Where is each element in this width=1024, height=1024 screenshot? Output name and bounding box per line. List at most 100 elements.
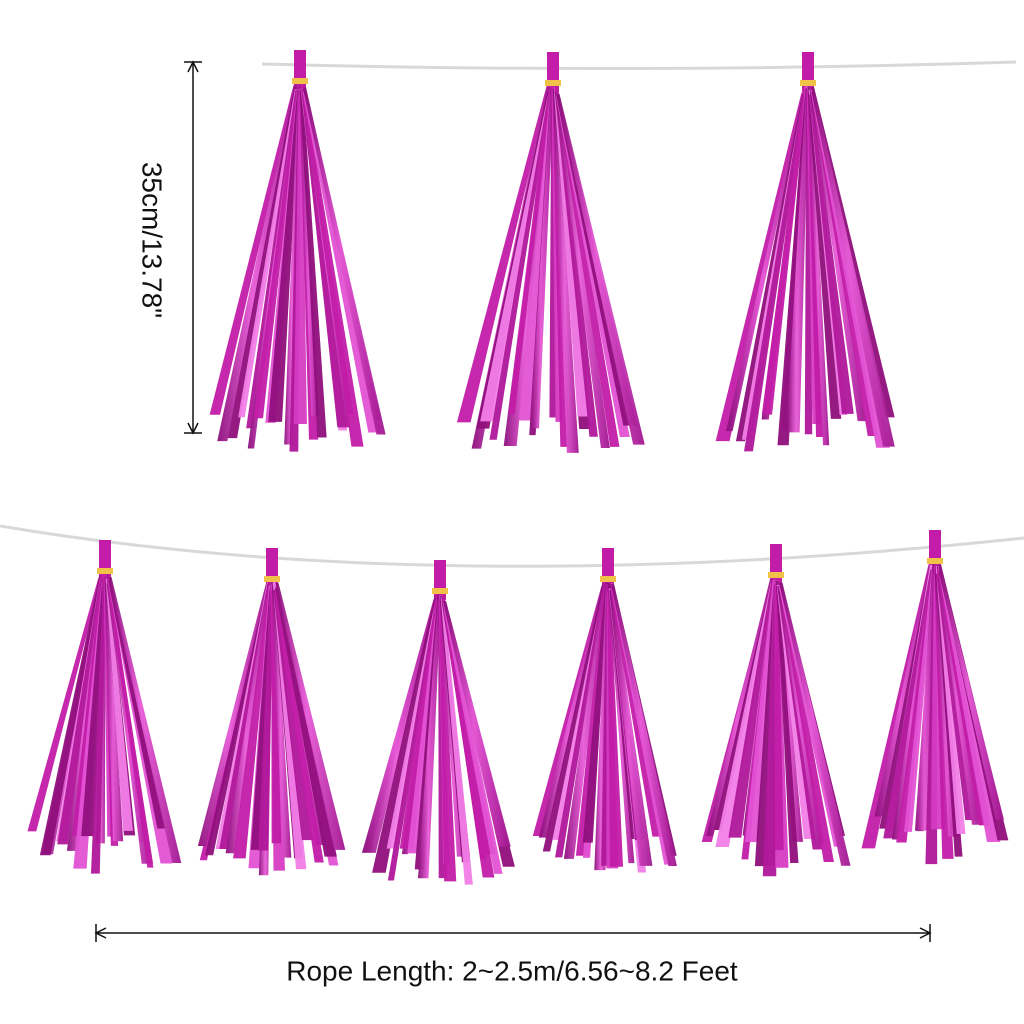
height-label: 35cm/13.78" (137, 162, 168, 318)
tassel-strip (39, 575, 103, 856)
tassels (27, 50, 1009, 885)
tassel-strip (81, 578, 106, 837)
gold-band (545, 80, 561, 86)
tassel-strip (274, 591, 324, 863)
tassel-strip (715, 92, 805, 442)
tassel-strip (57, 575, 104, 845)
tassel-strip (271, 582, 292, 858)
tassel-strip (609, 590, 653, 866)
gold-band (800, 80, 816, 86)
tassel-strip (883, 569, 934, 839)
tassel-strip (217, 84, 297, 442)
tassel-strip (238, 88, 298, 418)
tassel (197, 548, 346, 876)
rope-label: Rope Length: 2~2.5m/6.56~8.2 Feet (286, 955, 738, 986)
tassel-strip (372, 596, 438, 873)
tassel-strip (107, 582, 154, 868)
tassel-strip (761, 89, 808, 415)
tassel-strip (607, 589, 624, 867)
tassel-strip (611, 586, 677, 867)
tassel-strip (258, 586, 274, 851)
tassel-strip (554, 91, 610, 449)
tassel-strip (779, 582, 851, 866)
gold-band (97, 568, 113, 574)
tassel-strip (804, 89, 813, 435)
tassel-strip (275, 582, 346, 850)
tassel-strip (777, 88, 809, 446)
tassel-strip (807, 86, 830, 446)
tassel-strip (442, 599, 495, 878)
tassel-strip (104, 579, 124, 842)
tassel-strip (582, 582, 609, 843)
tassel (456, 52, 645, 453)
gold-band (292, 78, 308, 84)
tassel-strip (399, 594, 440, 849)
tassel-strip (556, 93, 645, 445)
tassel-strip (489, 93, 552, 440)
arrow-head (919, 927, 932, 939)
tassel-strip (361, 600, 437, 853)
tassel-strip (874, 565, 932, 817)
rope-dimension (94, 924, 932, 942)
tassel (27, 540, 182, 874)
tassel-strip (728, 580, 775, 838)
tassel-strip (293, 88, 307, 424)
tassel-strip (530, 88, 554, 429)
gold-band (264, 576, 280, 582)
tassel-strip (552, 89, 579, 453)
tassel-strip (302, 92, 364, 447)
gold-band (927, 558, 943, 564)
tassel-strip (914, 568, 936, 831)
tassel-strip (554, 86, 598, 437)
height-dimension (184, 60, 202, 435)
tassel-strip (809, 94, 854, 414)
tassel-strip (105, 578, 133, 831)
tassel-strip (811, 91, 895, 447)
tassel-strip (776, 584, 799, 864)
arrow-head (187, 422, 199, 435)
tassel-strip (456, 86, 550, 423)
tassel-strip (903, 567, 935, 832)
tassel-strip (197, 583, 269, 846)
tassel-strip (108, 576, 182, 863)
tassel-strip (225, 583, 271, 854)
tassel-strip (518, 94, 553, 421)
tassel-strip (440, 597, 473, 885)
tassel-strip (27, 577, 102, 832)
gold-band (600, 576, 616, 582)
tassel-strip (418, 601, 441, 879)
tassel-strip (227, 86, 298, 439)
tassel-strip (778, 578, 835, 863)
tassel (361, 560, 515, 885)
rope-top (261, 60, 1017, 71)
tassel-strip (762, 584, 778, 877)
arrow-head (187, 60, 199, 73)
gold-band (432, 588, 448, 594)
tassel (532, 548, 677, 873)
tassel-strip (439, 599, 457, 882)
tassel-strip (268, 88, 301, 422)
tassel-strip (250, 589, 273, 850)
tassel-strip (233, 586, 272, 859)
tassel-strip (253, 93, 300, 419)
tassel-strip (744, 90, 807, 452)
gold-band (768, 572, 784, 578)
tassel-strip (744, 579, 776, 843)
tassel-strip (508, 86, 553, 415)
rope-bottom (0, 524, 1024, 568)
tassel (701, 544, 851, 877)
tassel-strip (938, 570, 1004, 820)
tassel-strip (90, 577, 107, 874)
tassel-strip (754, 586, 777, 867)
tassel-strip (706, 579, 773, 837)
tassel-strip (935, 565, 966, 834)
tassel-strip (786, 91, 809, 433)
tassel-strip (300, 90, 327, 438)
tassel (715, 52, 895, 452)
tassel-strip (563, 582, 607, 859)
tassel-strip (726, 95, 805, 432)
tassel-strip (715, 581, 774, 848)
tassel-strip (774, 583, 784, 851)
tassel-strip (303, 90, 386, 435)
tassel-strip (271, 589, 282, 844)
